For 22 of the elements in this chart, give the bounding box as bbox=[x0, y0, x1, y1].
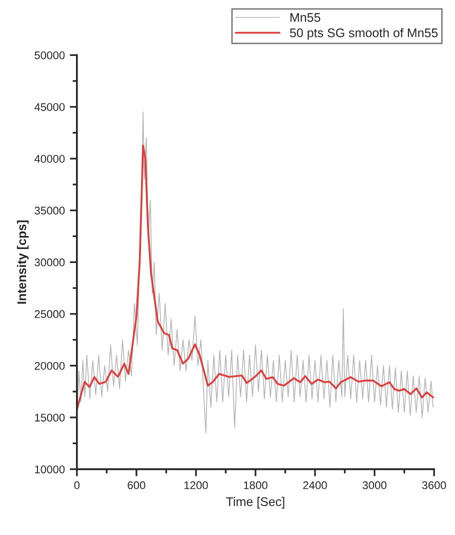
x-tick-label: 3600 bbox=[422, 481, 446, 490]
y-axis-title: Intensity [cps] bbox=[16, 220, 29, 304]
x-tick-label: 2400 bbox=[303, 481, 327, 490]
x-tick-label: 1200 bbox=[184, 481, 208, 490]
y-tick-label: 30000 bbox=[34, 258, 65, 266]
x-tick-label: 1800 bbox=[244, 481, 268, 490]
y-tick-label: 50000 bbox=[34, 51, 65, 60]
line-series bbox=[76, 144, 434, 410]
legend-label: 50 pts SG smooth of Mn55 bbox=[290, 28, 438, 40]
x-axis-title: Time [Sec] bbox=[226, 496, 284, 509]
y-tick-label: 25000 bbox=[34, 310, 65, 318]
y-tick-label: 20000 bbox=[34, 362, 65, 370]
x-tick-label: 0 bbox=[74, 481, 80, 490]
y-tick-label: 40000 bbox=[34, 154, 65, 163]
x-tick-label: 600 bbox=[128, 481, 146, 490]
y-tick-label: 35000 bbox=[34, 206, 65, 215]
y-tick-label: 45000 bbox=[34, 103, 65, 111]
x-tick-label: 3000 bbox=[362, 481, 386, 490]
line-series bbox=[76, 112, 434, 434]
legend-label: Mn55 bbox=[290, 13, 320, 22]
y-tick-label: 15000 bbox=[35, 414, 65, 422]
y-tick-label: 10000 bbox=[35, 465, 65, 474]
